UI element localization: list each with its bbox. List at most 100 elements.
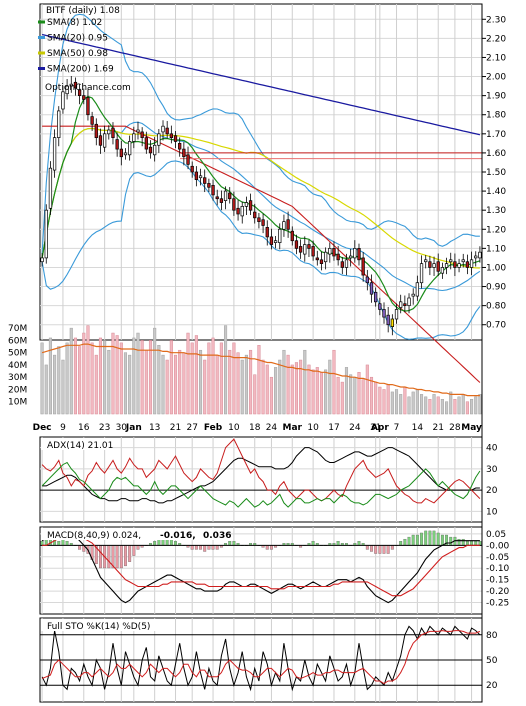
volume-bar <box>386 384 390 415</box>
x-tick-label: 28 <box>449 423 461 433</box>
volume-bar <box>240 359 244 415</box>
price-y-tick-label: 1.00 <box>486 263 506 273</box>
volume-bar <box>157 345 161 415</box>
price-y-tick-label: 1.90 <box>486 92 506 102</box>
macd-histogram-bar <box>99 545 102 569</box>
macd-title: MACD(8,40,9) 0.024, <box>47 531 141 541</box>
price-y-tick-label: 2.10 <box>486 53 506 63</box>
volume-y-tick-label: 30M <box>8 373 27 383</box>
volume-bar <box>315 367 319 415</box>
candle-body <box>457 263 461 268</box>
candle-body <box>244 202 249 207</box>
volume-bar <box>419 394 424 415</box>
macd-histogram-bar <box>124 545 127 567</box>
volume-bar <box>382 389 386 415</box>
macd-histogram-bar <box>336 541 340 546</box>
macd-histogram-bar <box>386 545 390 554</box>
candle-body <box>311 246 315 257</box>
candle-body <box>107 129 111 135</box>
candle-body <box>290 230 294 242</box>
candle-body <box>474 255 478 259</box>
price-y-tick-label: 1.60 <box>486 149 506 159</box>
macd-histogram-bar <box>194 545 198 550</box>
candle-body <box>415 282 420 297</box>
candle-body <box>253 211 257 219</box>
candle-body <box>303 244 307 255</box>
volume-bar <box>282 349 286 415</box>
ema-line <box>42 125 481 383</box>
macd-histogram-bar <box>365 545 369 550</box>
candle-body <box>394 309 399 320</box>
candle-body <box>298 246 303 253</box>
volume-bar <box>198 349 203 415</box>
macd-histogram-bar <box>215 545 219 550</box>
macd-histogram-bar <box>228 541 232 546</box>
volume-bar <box>278 359 282 415</box>
volume-y-tick-label: 50M <box>8 349 27 359</box>
volume-bar <box>365 364 369 415</box>
volume-y-tick-label: 60M <box>8 336 27 346</box>
volume-bar <box>390 391 394 415</box>
candle-body <box>411 293 415 297</box>
volume-bar <box>161 354 165 415</box>
candle-body <box>111 127 115 138</box>
candle-body <box>399 301 403 308</box>
volume-bar <box>303 349 307 415</box>
volume-bar <box>274 367 278 415</box>
candle-body <box>273 240 278 243</box>
macd-histogram-bar <box>390 545 394 550</box>
x-tick-label: 23 <box>99 423 110 433</box>
candle-body <box>186 154 190 165</box>
candle-body <box>136 129 140 133</box>
candle-body <box>102 133 107 148</box>
candle-body <box>478 251 482 259</box>
volume-bar <box>286 354 290 415</box>
volume-bar <box>207 342 211 415</box>
candle-body <box>236 207 240 215</box>
x-tick-label: 24 <box>349 423 361 433</box>
candle-body <box>77 89 82 96</box>
candle-body <box>261 219 265 226</box>
volume-bar <box>153 327 157 415</box>
macd-histogram-bar <box>65 541 69 546</box>
volume-bar <box>244 354 248 415</box>
candle-body <box>323 251 328 263</box>
candle-body <box>294 240 299 249</box>
adx-y-tick-label: 30 <box>486 465 498 475</box>
volume-bar <box>361 379 365 415</box>
price-y-tick-label: 0.80 <box>486 302 506 312</box>
volume-bar <box>44 364 48 415</box>
price-y-tick-label: 1.30 <box>486 206 506 216</box>
price-y-tick-label: 1.80 <box>486 111 506 121</box>
volume-bar <box>369 376 374 415</box>
x-tick-label: 18 <box>249 423 261 433</box>
macd-histogram-bar <box>461 538 465 546</box>
bollinger-upper-line <box>41 13 480 255</box>
price-y-tick-label: 2.20 <box>486 34 506 44</box>
volume-bar <box>311 369 315 415</box>
volume-bar <box>123 352 128 415</box>
volume-bar <box>132 337 136 415</box>
candle-body <box>190 165 194 173</box>
candle-body <box>61 91 65 110</box>
volume-bar <box>236 352 240 415</box>
price-y-tick-label: 2.00 <box>486 73 506 83</box>
candle-body <box>86 97 90 116</box>
volume-bar <box>219 342 223 415</box>
volume-bar <box>111 332 115 415</box>
volume-bar <box>378 386 382 415</box>
x-tick-label: Feb <box>204 423 223 433</box>
volume-bar <box>82 332 86 415</box>
x-tick-label: 14 <box>412 423 424 433</box>
candle-body <box>319 259 324 264</box>
sto-y-tick-label: 50 <box>486 656 498 666</box>
macd-histogram-bar <box>199 545 202 550</box>
candle-body <box>365 276 369 284</box>
sma8-line <box>41 95 481 312</box>
candle-body <box>428 261 432 268</box>
macd-value-blue: 0.036 <box>203 531 231 541</box>
macd-histogram-bar <box>107 545 111 569</box>
volume-bar <box>69 327 73 415</box>
volume-bar <box>349 374 353 415</box>
macd-histogram-bar <box>424 530 428 546</box>
